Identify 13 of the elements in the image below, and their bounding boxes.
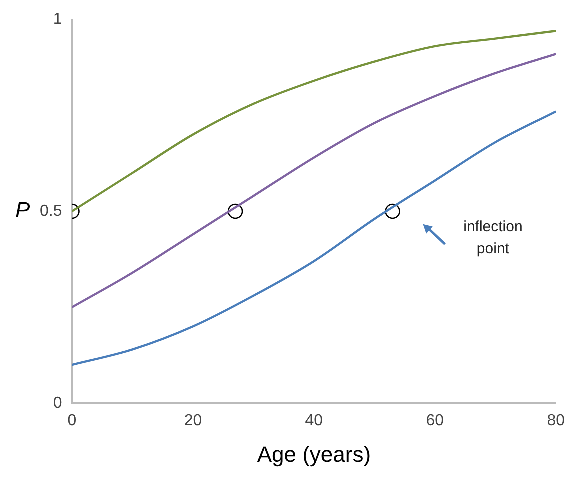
line-series (72, 53, 556, 309)
y-tick-label: 0 (53, 394, 62, 412)
annotation: inflection point (464, 218, 523, 258)
y-axis-title: P (16, 198, 31, 223)
x-tick-label: 0 (68, 412, 77, 430)
line-series (72, 110, 556, 366)
x-tick-label: 40 (305, 412, 324, 430)
y-tick-label: 1 (53, 11, 62, 28)
x-tick-label: 60 (426, 412, 444, 430)
y-tick-label: 0.5 (40, 202, 62, 220)
x-axis-title: Age (years) (257, 442, 372, 467)
x-tick-label: 80 (547, 412, 566, 430)
x-tick-label: 20 (184, 412, 202, 430)
